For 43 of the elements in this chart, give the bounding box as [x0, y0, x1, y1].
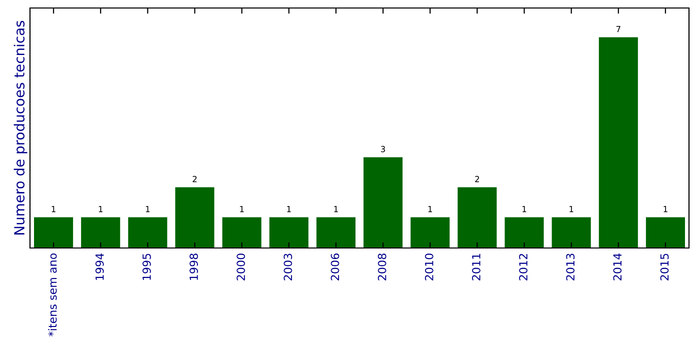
- x-tick-label: 2013: [566, 254, 575, 280]
- data-label: 2: [192, 176, 197, 182]
- bar: [34, 217, 74, 248]
- data-label: 1: [98, 206, 102, 212]
- data-label: 1: [664, 206, 668, 212]
- data-label: 7: [616, 26, 620, 32]
- x-tick-label: 2008: [378, 254, 386, 280]
- x-tick-label: 2014: [613, 253, 622, 280]
- bar: [458, 187, 497, 248]
- bar: [598, 37, 638, 248]
- x-tick-label: 2012: [519, 254, 528, 280]
- bar: [175, 187, 214, 248]
- bar: [81, 217, 120, 248]
- data-label: 1: [52, 206, 56, 212]
- data-label: 1: [428, 206, 432, 212]
- data-label: 1: [146, 206, 150, 212]
- x-tick-label: 1994: [95, 253, 104, 280]
- x-tick-label: 1998: [190, 254, 198, 280]
- bar: [504, 217, 544, 248]
- x-tick-label: *itens sem ano: [48, 253, 57, 336]
- data-label: 1: [334, 206, 338, 212]
- x-tick-label: 1995: [142, 254, 151, 280]
- data-label: 1: [240, 206, 244, 212]
- data-label: 1: [522, 206, 526, 212]
- data-label: 1: [287, 206, 291, 212]
- bar: [128, 217, 168, 248]
- bar: [364, 157, 403, 248]
- x-tick-label: 2003: [284, 254, 292, 280]
- y-axis-title: Numero de producoes tecnicas: [14, 20, 28, 234]
- x-tick-label: 2010: [424, 254, 434, 280]
- bar: [646, 217, 685, 248]
- bar: [552, 217, 591, 248]
- data-label: 2: [475, 176, 479, 182]
- bar: [410, 217, 450, 248]
- x-tick-label: 2015: [660, 254, 669, 280]
- x-tick-label: 2011: [472, 254, 480, 280]
- x-tick-label: 2006: [330, 254, 340, 280]
- x-tick-label: 2000: [236, 254, 246, 280]
- data-label: 3: [381, 146, 386, 152]
- data-label: 1: [570, 206, 574, 212]
- bar: [222, 217, 262, 248]
- bar: [316, 217, 356, 248]
- bar: [269, 217, 308, 248]
